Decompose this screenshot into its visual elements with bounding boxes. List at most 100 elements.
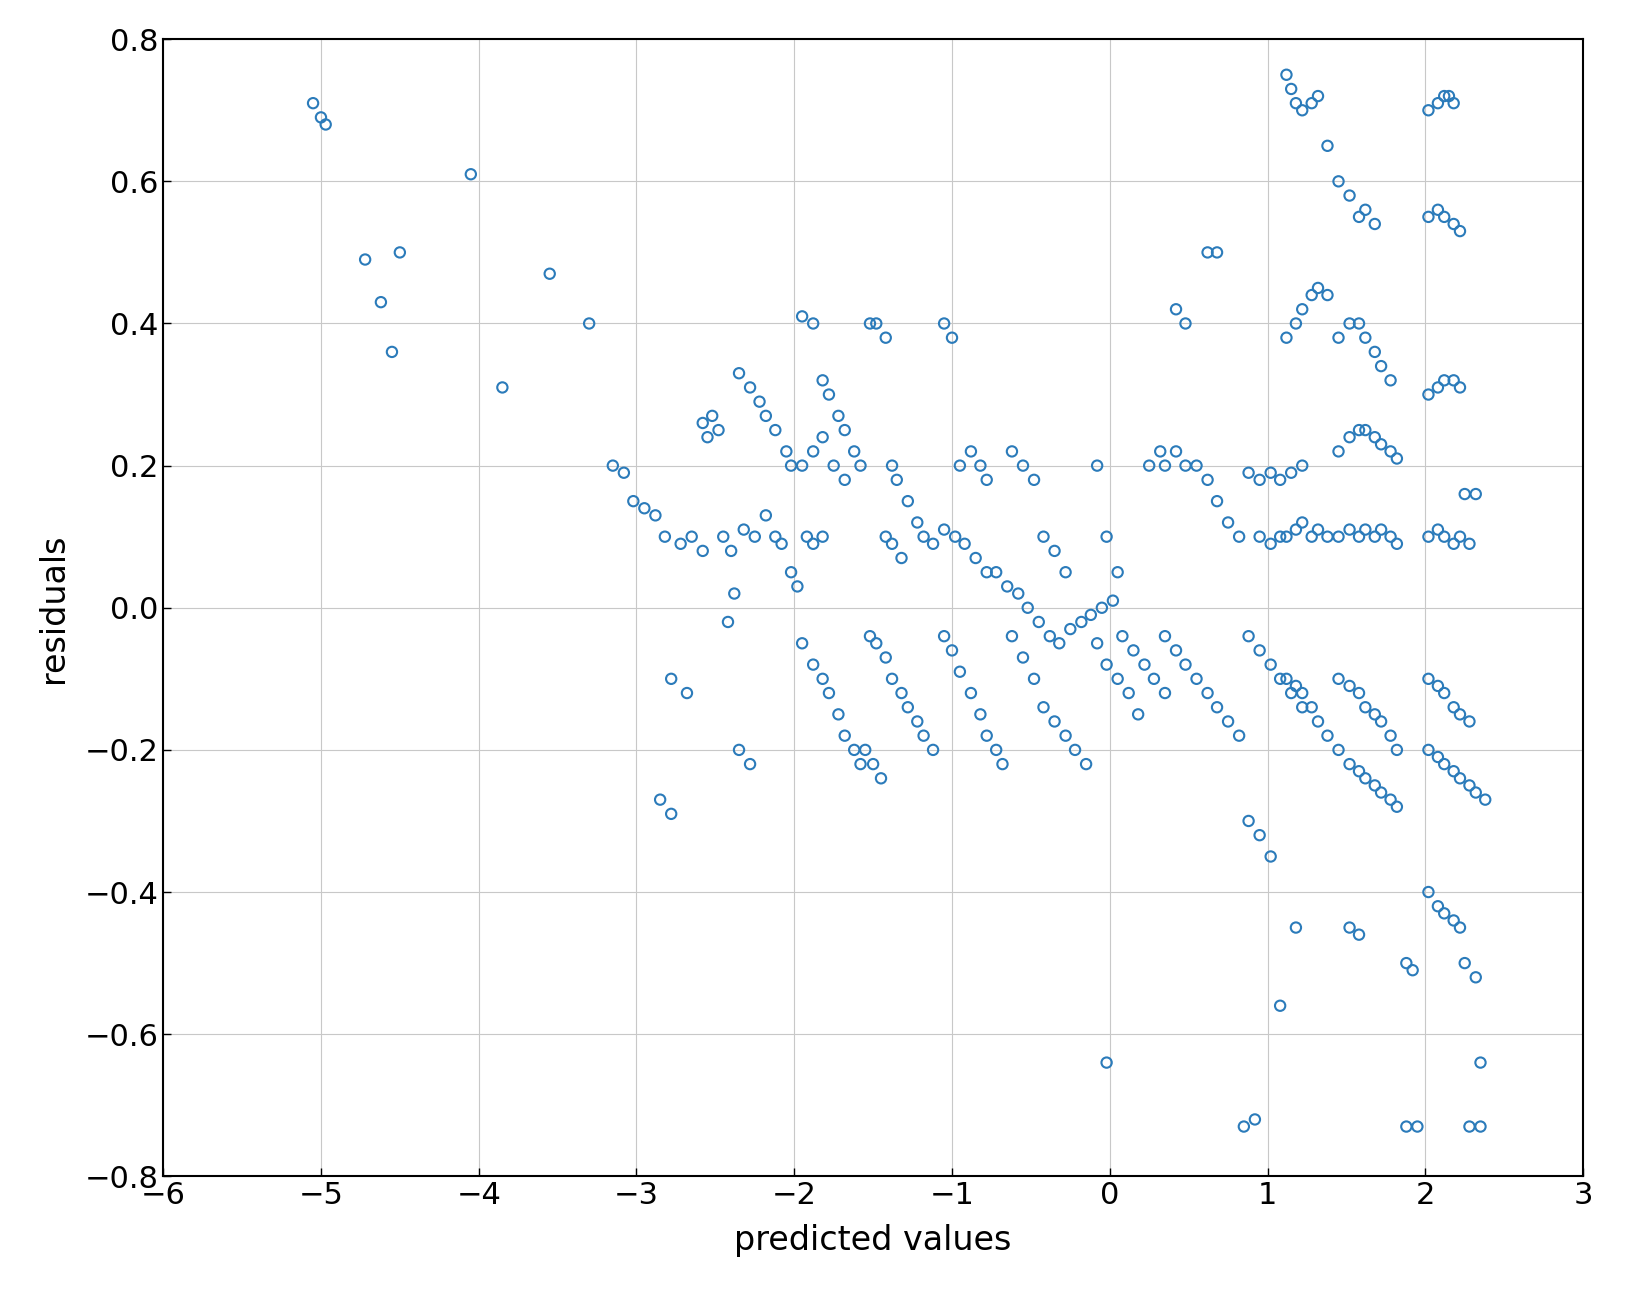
Point: [1226, 725, 1252, 746]
Point: [1242, 1108, 1268, 1129]
Point: [1448, 376, 1474, 397]
Point: [1368, 782, 1394, 802]
Point: [1306, 711, 1332, 732]
Point: [679, 527, 705, 548]
Point: [379, 341, 405, 362]
Point: [911, 725, 937, 746]
Point: [1306, 519, 1332, 540]
Point: [741, 527, 767, 548]
Point: [1283, 918, 1309, 938]
Point: [809, 427, 836, 448]
Point: [1022, 668, 1048, 689]
Point: [1005, 583, 1031, 604]
Point: [705, 420, 731, 440]
Point: [1415, 740, 1441, 761]
Point: [1456, 775, 1482, 796]
Point: [1436, 86, 1462, 107]
Point: [1030, 527, 1056, 548]
Point: [1314, 285, 1340, 306]
Point: [632, 498, 658, 519]
Point: [1141, 668, 1167, 689]
Point: [1077, 604, 1103, 625]
Point: [1120, 640, 1146, 661]
Point: [1425, 746, 1451, 767]
Point: [718, 541, 744, 562]
Point: [857, 626, 883, 647]
Point: [658, 804, 684, 825]
Point: [1195, 242, 1221, 263]
Point: [457, 163, 485, 184]
Point: [800, 533, 826, 554]
Point: [1452, 953, 1479, 974]
Point: [1299, 697, 1325, 718]
Point: [778, 562, 805, 583]
Point: [800, 655, 826, 676]
Point: [994, 576, 1020, 597]
Point: [1462, 967, 1488, 988]
Point: [816, 384, 842, 405]
Point: [762, 420, 788, 440]
Point: [1283, 519, 1309, 540]
Point: [1226, 527, 1252, 548]
Point: [963, 548, 989, 569]
Point: [938, 327, 965, 348]
Point: [774, 440, 800, 461]
Point: [367, 291, 393, 312]
Point: [1441, 910, 1467, 931]
Point: [793, 527, 819, 548]
Point: [1415, 882, 1441, 903]
Point: [1299, 285, 1325, 306]
Point: [778, 455, 805, 476]
Point: [1353, 697, 1379, 718]
Point: [1273, 327, 1299, 348]
Point: [610, 463, 636, 484]
Point: [1377, 527, 1404, 548]
Point: [1346, 924, 1373, 945]
Point: [968, 455, 994, 476]
Point: [710, 527, 736, 548]
Point: [646, 789, 672, 810]
Point: [752, 405, 778, 426]
Point: [658, 668, 684, 689]
Point: [1273, 64, 1299, 85]
Point: [1195, 682, 1221, 703]
Point: [873, 327, 899, 348]
Point: [1235, 463, 1262, 484]
Point: [1278, 682, 1304, 703]
Point: [800, 440, 826, 461]
Point: [1152, 626, 1178, 647]
Point: [1273, 527, 1299, 548]
Point: [847, 455, 873, 476]
Point: [821, 455, 847, 476]
Point: [1377, 440, 1404, 461]
Point: [880, 668, 906, 689]
Point: [1289, 697, 1315, 718]
Point: [1404, 1116, 1430, 1137]
Point: [1368, 356, 1394, 376]
Point: [353, 250, 379, 271]
Point: [387, 242, 413, 263]
Point: [958, 440, 984, 461]
Point: [695, 427, 721, 448]
Point: [947, 661, 973, 682]
Point: [974, 469, 1000, 490]
Point: [690, 413, 716, 434]
Point: [920, 533, 947, 554]
Point: [790, 633, 816, 654]
Point: [1041, 541, 1067, 562]
Point: [999, 626, 1025, 647]
Point: [904, 512, 930, 533]
Point: [1431, 207, 1457, 227]
Point: [1337, 186, 1363, 207]
Point: [1289, 299, 1315, 320]
Point: [860, 754, 886, 775]
Point: [968, 704, 994, 725]
Point: [726, 363, 752, 384]
Point: [1172, 655, 1198, 676]
Point: [1314, 136, 1340, 157]
Point: [643, 505, 669, 525]
Point: [1084, 455, 1110, 476]
Point: [1441, 697, 1467, 718]
Point: [1353, 200, 1379, 221]
Point: [1283, 93, 1309, 114]
